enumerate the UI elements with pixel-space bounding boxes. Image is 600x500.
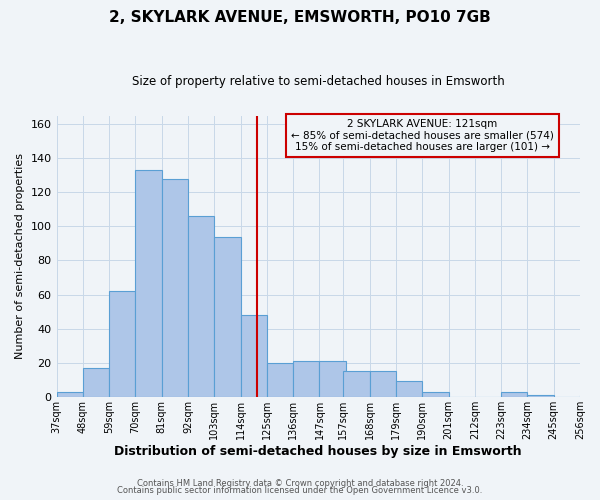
Bar [56, 392, 83, 397]
Bar [343, 371, 370, 397]
Text: Contains HM Land Registry data © Crown copyright and database right 2024.: Contains HM Land Registry data © Crown c… [137, 478, 463, 488]
Text: Contains public sector information licensed under the Open Government Licence v3: Contains public sector information licen… [118, 486, 482, 495]
Bar [501, 392, 527, 397]
Bar [241, 315, 267, 397]
Bar [527, 395, 554, 397]
Bar [214, 236, 241, 397]
Bar [83, 368, 109, 397]
Bar [267, 362, 293, 397]
X-axis label: Distribution of semi-detached houses by size in Emsworth: Distribution of semi-detached houses by … [115, 444, 522, 458]
Bar [188, 216, 214, 397]
Bar [136, 170, 162, 397]
Bar [109, 291, 136, 397]
Bar [396, 382, 422, 397]
Bar [162, 178, 188, 397]
Text: 2 SKYLARK AVENUE: 121sqm
← 85% of semi-detached houses are smaller (574)
15% of : 2 SKYLARK AVENUE: 121sqm ← 85% of semi-d… [291, 119, 554, 152]
Bar [319, 361, 346, 397]
Bar [293, 361, 319, 397]
Bar [370, 371, 396, 397]
Title: Size of property relative to semi-detached houses in Emsworth: Size of property relative to semi-detach… [132, 75, 505, 88]
Bar [422, 392, 449, 397]
Y-axis label: Number of semi-detached properties: Number of semi-detached properties [15, 153, 25, 359]
Bar [580, 395, 600, 397]
Text: 2, SKYLARK AVENUE, EMSWORTH, PO10 7GB: 2, SKYLARK AVENUE, EMSWORTH, PO10 7GB [109, 10, 491, 25]
